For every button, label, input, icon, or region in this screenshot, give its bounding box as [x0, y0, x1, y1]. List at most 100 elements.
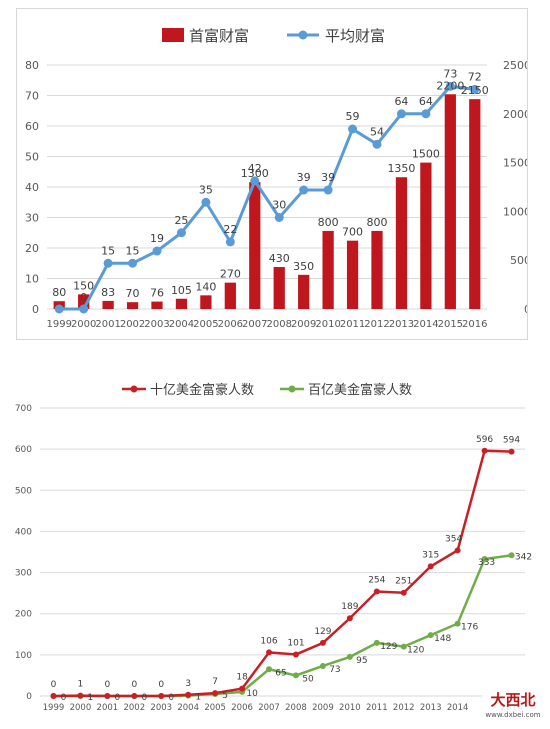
x-tick-label: 2001: [97, 703, 119, 713]
point-avg-wealth: [103, 258, 113, 268]
point-label-ten-billion: 120: [407, 646, 424, 656]
point-label-billion: 3: [185, 679, 191, 689]
point-label-ten-billion: 10: [246, 689, 258, 699]
legend-marker-ten-billion: [288, 385, 296, 393]
x-tick-label: 2014: [413, 319, 438, 330]
point-billion: [427, 563, 434, 570]
bar-top-wealth: [298, 274, 310, 309]
x-tick-label: 2011: [366, 703, 388, 713]
point-avg-wealth: [445, 81, 455, 91]
bar-top-wealth: [371, 230, 383, 309]
x-tick-label: 2000: [70, 703, 92, 713]
bar-top-wealth: [224, 282, 236, 309]
bar-label-top-wealth: 700: [342, 226, 363, 239]
y-left-tick-label: 30: [25, 212, 39, 225]
bar-label-top-wealth: 2200: [436, 79, 464, 92]
y-tick-label: 0: [26, 692, 32, 702]
bar-label-top-wealth: 350: [293, 260, 314, 273]
bar-top-wealth: [126, 302, 139, 309]
point-avg-wealth: [225, 237, 235, 247]
point-avg-wealth: [176, 228, 186, 238]
y-tick-label: 500: [15, 486, 32, 496]
point-label-ten-billion: 65: [275, 668, 286, 678]
point-billion: [131, 693, 138, 699]
x-tick-label: 2006: [231, 703, 253, 713]
x-tick-label: 2005: [204, 703, 226, 713]
point-billion: [104, 693, 111, 699]
legend-label-billion: 十亿美金富豪人数: [150, 382, 254, 398]
point-avg-wealth: [79, 304, 89, 314]
point-label-ten-billion: 333: [478, 558, 495, 568]
x-tick-label: 2004: [177, 703, 199, 713]
x-tick-label: 2001: [95, 319, 120, 330]
point-label-ten-billion: 0: [61, 693, 67, 703]
point-label-billion: 106: [260, 636, 277, 646]
bar-top-wealth: [395, 177, 408, 309]
bar-top-wealth: [322, 230, 334, 309]
bar-top-wealth: [151, 301, 163, 309]
x-tick-label: 2003: [150, 703, 172, 713]
point-label-avg-wealth: 73: [443, 67, 457, 80]
point-label-avg-wealth: 39: [321, 171, 335, 184]
point-label-ten-billion: 95: [356, 656, 367, 666]
x-tick-label: 2013: [389, 319, 414, 330]
line-avg-wealth: [59, 84, 475, 311]
y-right-tick-label: 500: [510, 254, 527, 267]
point-avg-wealth: [372, 139, 382, 149]
y-left-tick-label: 80: [25, 59, 39, 72]
point-label-avg-wealth: 0: [80, 291, 87, 304]
point-billion: [185, 691, 192, 698]
point-label-avg-wealth: 39: [297, 171, 311, 184]
point-billion: [454, 547, 461, 554]
y-right-tick-label: 2000: [503, 108, 527, 121]
point-label-ten-billion: 73: [329, 665, 340, 675]
point-avg-wealth: [128, 258, 138, 268]
point-billion: [158, 693, 165, 699]
y-tick-label: 700: [15, 404, 32, 414]
point-label-avg-wealth: 15: [126, 244, 140, 257]
point-billion: [346, 615, 353, 622]
x-tick-label: 2009: [312, 703, 334, 713]
x-tick-label: 2015: [438, 319, 463, 330]
wealth-chart-svg: 首富财富平均财富01020304050607080050010001500200…: [25, 27, 531, 330]
point-label-ten-billion: 129: [380, 642, 397, 652]
y-left-tick-label: 50: [25, 151, 39, 164]
point-avg-wealth: [470, 84, 480, 94]
line-billion: [53, 449, 512, 698]
point-label-billion: 18: [236, 673, 248, 683]
y-right-tick-label: 2500: [503, 59, 527, 72]
chart1-legend: 首富财富 平均财富: [162, 27, 385, 45]
point-label-avg-wealth: 22: [223, 223, 237, 236]
point-label-billion: 315: [422, 550, 439, 560]
bar-label-top-wealth: 70: [126, 287, 140, 300]
bar-top-wealth: [175, 298, 188, 309]
point-label-billion: 129: [314, 627, 331, 637]
y-left-tick-label: 70: [25, 90, 39, 103]
point-label-ten-billion: 50: [302, 674, 314, 684]
x-tick-label: 2010: [339, 703, 361, 713]
point-avg-wealth: [250, 176, 260, 186]
bar-label-top-wealth: 140: [195, 280, 216, 293]
point-label-billion: 254: [368, 575, 385, 585]
point-label-avg-wealth: 19: [150, 232, 164, 245]
y-tick-label: 100: [15, 651, 32, 661]
point-avg-wealth: [201, 197, 211, 207]
y-left-tick-label: 0: [32, 303, 39, 316]
point-label-billion: 7: [212, 677, 218, 687]
point-label-avg-wealth: 42: [248, 162, 262, 175]
bar-top-wealth: [102, 300, 114, 309]
point-label-billion: 189: [341, 602, 358, 612]
x-tick-label: 2012: [364, 319, 389, 330]
point-billion: [266, 649, 273, 656]
point-ten-billion: [454, 620, 461, 627]
point-ten-billion: [400, 643, 407, 650]
point-avg-wealth: [299, 185, 309, 195]
y-tick-label: 600: [15, 445, 32, 455]
bar-label-top-wealth: 800: [318, 216, 339, 229]
point-ten-billion: [292, 672, 299, 679]
x-tick-label: 2013: [420, 703, 442, 713]
bar-label-top-wealth: 80: [52, 286, 66, 299]
y-tick-label: 200: [15, 610, 32, 620]
point-billion: [292, 651, 299, 658]
point-avg-wealth: [396, 109, 406, 119]
